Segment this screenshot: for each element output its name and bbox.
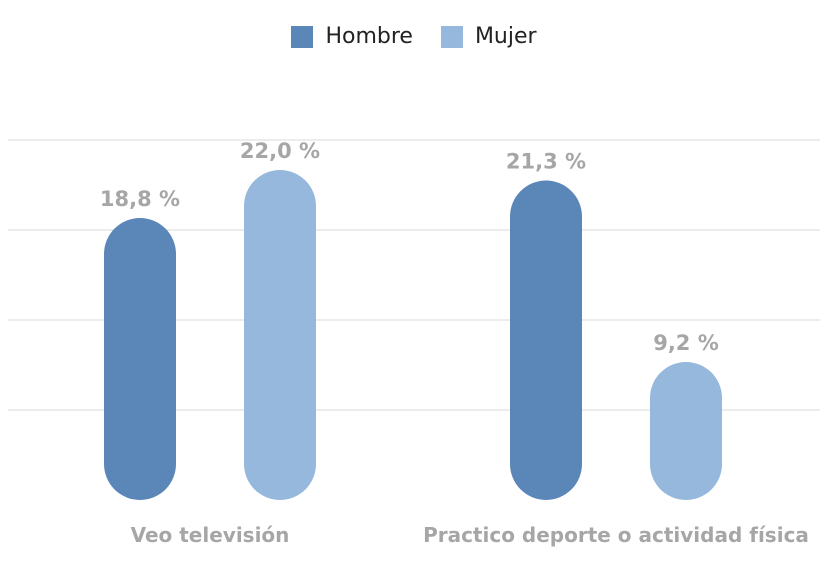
category-labels: Veo televisión Practico deporte o activid… (131, 523, 809, 547)
chart-legend: Hombre Mujer (0, 24, 828, 49)
bars (104, 170, 722, 500)
data-label-hombre-0: 18,8 % (100, 187, 180, 211)
bar-mujer-0 (244, 170, 316, 500)
bar-hombre-0 (104, 218, 176, 500)
legend-swatch-hombre (291, 25, 314, 48)
data-labels: 18,8 % 21,3 % 22,0 % 9,2 % (100, 139, 719, 355)
legend-item-mujer: Mujer (440, 24, 537, 49)
data-label-hombre-1: 21,3 % (506, 150, 586, 174)
bar-mujer-1 (650, 362, 722, 500)
bar-hombre-1 (510, 180, 582, 500)
legend-item-hombre: Hombre (291, 24, 413, 49)
data-label-mujer-1: 9,2 % (653, 331, 719, 355)
legend-label-mujer: Mujer (474, 24, 537, 49)
category-label-0: Veo televisión (131, 523, 290, 547)
category-label-1: Practico deporte o actividad física (423, 523, 809, 547)
data-label-mujer-0: 22,0 % (240, 139, 320, 163)
legend-swatch-mujer (440, 25, 463, 48)
legend-label-hombre: Hombre (325, 24, 413, 49)
